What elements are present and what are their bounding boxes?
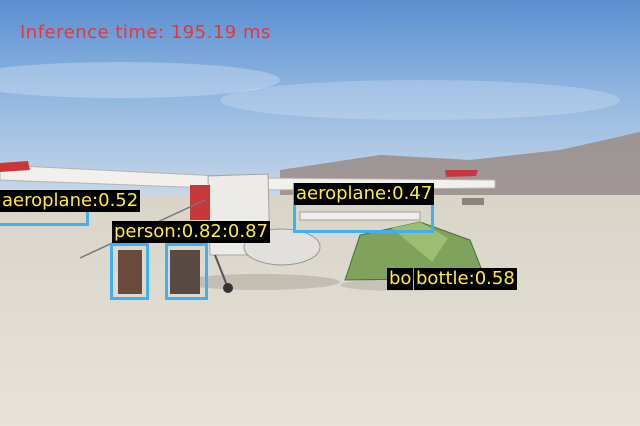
detection-label-aeroplane-left: aeroplane:0.52 — [0, 190, 141, 212]
inference-time-label: Inference time: 195.19 ms — [20, 22, 271, 43]
detection-box-person-left — [110, 243, 149, 300]
detection-label-person: person:0.82:0.87 — [112, 221, 270, 243]
detection-label-aeroplane-right: aeroplane:0.47 — [294, 183, 435, 205]
detection-label-bottle: bottle:0.58 — [414, 268, 517, 290]
detection-label-bottle-partial: bo — [387, 268, 414, 290]
detection-box-person-right — [165, 243, 208, 300]
